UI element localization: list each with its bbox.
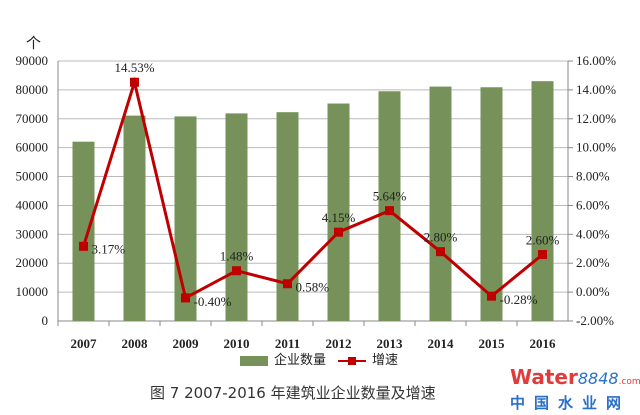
data-label: 0.58% bbox=[296, 280, 330, 295]
bar-2008 bbox=[123, 115, 146, 321]
left-tick-label: 10000 bbox=[16, 284, 49, 299]
x-tick-label: 2007 bbox=[71, 336, 98, 351]
growth-marker-2007 bbox=[79, 241, 88, 251]
growth-line bbox=[82, 76, 544, 301]
bar-2015 bbox=[480, 87, 503, 321]
data-label: -0.40% bbox=[194, 294, 232, 309]
watermark-brand-a: Water bbox=[510, 365, 578, 389]
right-tick-label: 14.00% bbox=[576, 82, 616, 97]
x-tick-label: 2015 bbox=[479, 336, 506, 351]
left-tick-label: 40000 bbox=[16, 197, 49, 212]
bar-2013 bbox=[378, 91, 401, 321]
data-label: 5.64% bbox=[373, 189, 407, 204]
bar-2014 bbox=[429, 86, 452, 321]
bar-2007 bbox=[72, 141, 95, 321]
left-axis-unit: 个 bbox=[26, 34, 42, 52]
x-tick-label: 2010 bbox=[224, 336, 250, 351]
data-label: 2.80% bbox=[424, 230, 458, 245]
x-tick-label: 2014 bbox=[428, 336, 455, 351]
bar-2011 bbox=[276, 112, 299, 322]
watermark-cn: 中国水业网 bbox=[510, 394, 631, 412]
growth-marker-2016 bbox=[538, 250, 547, 260]
left-tick-label: 20000 bbox=[16, 255, 49, 270]
watermark-brand-b: 8848 bbox=[577, 369, 619, 388]
chart-title: 图 7 2007-2016 年建筑业企业数量及增速 bbox=[150, 384, 436, 402]
legend-label-line: 增速 bbox=[372, 353, 399, 368]
left-tick-label: 70000 bbox=[16, 111, 49, 126]
x-tick-label: 2008 bbox=[122, 336, 149, 351]
bar-2009 bbox=[174, 116, 197, 321]
right-tick-label: 10.00% bbox=[576, 140, 616, 155]
legend-swatch-bar bbox=[240, 356, 268, 366]
data-label: -0.28% bbox=[500, 292, 538, 307]
data-label: 1.48% bbox=[220, 249, 254, 264]
left-tick-label: 60000 bbox=[16, 140, 49, 155]
right-tick-label: -2.00% bbox=[576, 313, 614, 328]
legend-swatch-line bbox=[338, 356, 367, 366]
left-tick-label: 50000 bbox=[16, 169, 49, 184]
x-tick-label: 2012 bbox=[326, 336, 352, 351]
growth-marker-2012 bbox=[334, 227, 343, 237]
watermark-logo: Water8848.com 中国水业网 bbox=[510, 365, 640, 413]
bar-2012 bbox=[327, 103, 350, 321]
right-tick-label: 2.00% bbox=[576, 255, 610, 270]
right-tick-label: 16.00% bbox=[576, 53, 616, 68]
watermark-brand-c: .com bbox=[618, 377, 640, 387]
growth-marker-2013 bbox=[385, 206, 394, 216]
legend-label-bar: 企业数量 bbox=[274, 353, 327, 368]
right-tick-label: 0.00% bbox=[576, 284, 610, 299]
bar-2016 bbox=[531, 81, 554, 321]
growth-marker-2015 bbox=[487, 291, 496, 301]
data-label: 2.60% bbox=[526, 233, 560, 248]
left-tick-label: 80000 bbox=[16, 82, 49, 97]
growth-marker-2008 bbox=[130, 77, 139, 87]
growth-marker-2014 bbox=[436, 247, 445, 257]
growth-marker-2011 bbox=[283, 279, 292, 289]
right-tick-label: 12.00% bbox=[576, 111, 616, 126]
bar-2010 bbox=[225, 113, 248, 321]
x-tick-label: 2013 bbox=[377, 336, 404, 351]
x-tick-label: 2009 bbox=[173, 336, 200, 351]
growth-marker-2010 bbox=[232, 266, 241, 276]
data-label: 3.17% bbox=[92, 241, 126, 256]
right-tick-label: 8.00% bbox=[576, 169, 610, 184]
left-tick-label: 90000 bbox=[16, 53, 49, 68]
data-label: 4.15% bbox=[322, 210, 356, 225]
left-tick-label: 30000 bbox=[16, 226, 49, 241]
right-tick-label: 6.00% bbox=[576, 197, 610, 212]
right-tick-label: 4.00% bbox=[576, 226, 610, 241]
legend: 企业数量 增速 bbox=[240, 353, 398, 369]
growth-marker-2009 bbox=[181, 293, 190, 303]
x-tick-label: 2016 bbox=[530, 336, 557, 351]
left-tick-label: 0 bbox=[42, 313, 49, 328]
x-tick-label: 2011 bbox=[275, 336, 300, 351]
data-label: 14.53% bbox=[114, 60, 154, 75]
